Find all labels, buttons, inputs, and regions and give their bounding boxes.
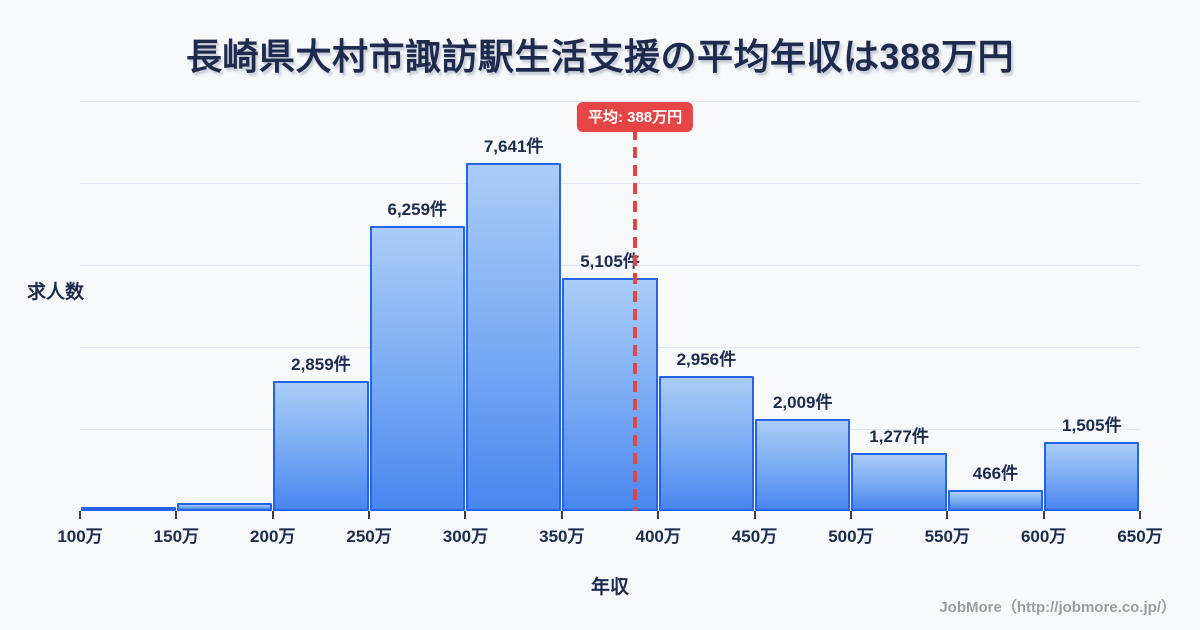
- histogram-bar: [658, 376, 755, 511]
- bar-value-label: 2,009件: [772, 393, 833, 413]
- histogram-bar: [176, 502, 273, 511]
- x-tick: [753, 511, 756, 519]
- y-axis-label: 求人数: [27, 282, 85, 303]
- chart-title: 長崎県大村市諏訪駅生活支援の平均年収は388万円: [185, 36, 1015, 77]
- x-tick: [271, 511, 274, 519]
- x-tick: [946, 511, 949, 519]
- x-tick: [560, 511, 563, 519]
- histogram-bar: [851, 452, 947, 511]
- histogram-bar: [947, 489, 1044, 511]
- gridline: [80, 265, 1140, 266]
- x-tick: [1139, 511, 1141, 519]
- bar-value-label: 1,505件: [1062, 416, 1122, 436]
- x-tick-label: 500万: [828, 527, 874, 546]
- x-tick-label: 450万: [731, 527, 778, 546]
- x-tick: [175, 511, 178, 519]
- histogram-bar: [562, 278, 658, 511]
- gridline: [80, 101, 1140, 102]
- x-tick-label: 150万: [153, 527, 200, 546]
- bar-value-label: 1,277件: [869, 426, 929, 446]
- histogram-bar: [1044, 442, 1140, 511]
- bar-value-label: 466件: [972, 463, 1019, 483]
- x-tick: [368, 511, 371, 519]
- x-tick: [464, 511, 467, 519]
- x-tick-label: 650万: [1117, 527, 1163, 546]
- bar-value-label: 2,859件: [291, 354, 351, 374]
- x-tick: [849, 511, 852, 519]
- mean-label: 平均: 388万円: [576, 102, 694, 132]
- x-tick: [79, 511, 81, 519]
- x-tick-label: 250万: [346, 527, 392, 546]
- x-tick: [657, 511, 660, 519]
- gridline: [80, 183, 1140, 184]
- histogram-bar: [80, 507, 176, 511]
- x-tick-label: 600万: [1020, 527, 1067, 546]
- x-axis-label: 年収: [590, 577, 629, 598]
- x-tick: [1042, 511, 1045, 519]
- bar-value-label: 6,259件: [387, 199, 448, 219]
- mean-line: [633, 129, 638, 511]
- histogram-bar: [755, 419, 851, 511]
- x-tick-label: 200万: [250, 527, 296, 546]
- x-tick-label: 300万: [442, 527, 489, 546]
- bar-value-label: 2,956件: [676, 350, 737, 370]
- plot-area: 平均: 388万円 2,859件 6,259件 7,641件 5,105件 2,956件…: [57, 101, 1163, 546]
- x-tick-label: 350万: [539, 527, 585, 546]
- bar-value-label: 7,641件: [483, 136, 544, 156]
- histogram-bar: [273, 380, 369, 511]
- x-tick-label: 400万: [635, 527, 681, 546]
- x-tick-label: 550万: [924, 527, 970, 546]
- histogram-bar: [465, 162, 562, 511]
- bar-value-label: 5,105件: [580, 252, 640, 272]
- x-tick-label: 100万: [57, 527, 103, 546]
- histogram-bar: [369, 225, 465, 511]
- footer-credit: JobMore（http://jobmore.co.jp/）: [939, 599, 1176, 616]
